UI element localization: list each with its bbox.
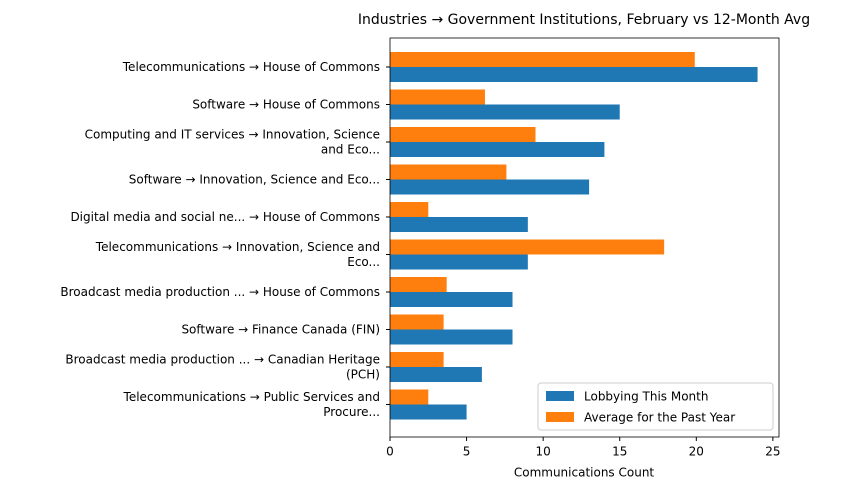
bar <box>390 202 429 217</box>
bar <box>390 217 528 232</box>
bar <box>390 314 444 330</box>
chart-title: Industries → Government Institutions, Fe… <box>358 12 810 28</box>
bar <box>390 52 695 67</box>
bar <box>390 164 507 180</box>
bar <box>390 67 758 82</box>
bar <box>390 352 444 367</box>
bar <box>390 292 513 307</box>
y-tick-label-line: Eco... <box>347 255 380 269</box>
plot-frame <box>389 37 780 438</box>
x-tick-label: 20 <box>689 445 704 459</box>
bar <box>390 367 482 382</box>
bar <box>390 179 590 195</box>
y-tick-label-line: Broadcast media production ... → House o… <box>60 285 380 299</box>
legend-label: Average for the Past Year <box>584 411 735 425</box>
bar <box>390 127 536 142</box>
y-tick-label-line: Telecommunications → House of Commons <box>122 60 380 74</box>
y-tick-label-line: Software → House of Commons <box>192 97 380 111</box>
y-tick-label: Software → Innovation, Science and Eco..… <box>129 172 380 186</box>
y-tick-label-line: (PCH) <box>346 367 380 381</box>
y-tick-label: Broadcast media production ... → Canadia… <box>65 352 380 381</box>
legend-swatch <box>546 391 574 401</box>
y-tick-label: Telecommunications → Innovation, Science… <box>95 240 380 269</box>
bar <box>390 104 620 120</box>
x-tick-label: 5 <box>463 445 471 459</box>
bar <box>390 389 429 405</box>
y-tick-label-line: Telecommunications → Innovation, Science… <box>95 240 380 254</box>
y-tick-label-line: Computing and IT services → Innovation, … <box>85 127 380 141</box>
legend-swatch <box>546 412 574 422</box>
y-tick-label: Broadcast media production ... → House o… <box>60 285 380 299</box>
bar <box>390 142 605 157</box>
x-axis-label: Communications Count <box>514 466 655 480</box>
y-tick-label-line: Procure... <box>323 405 380 419</box>
y-tick-label: Software → House of Commons <box>192 97 380 111</box>
bar <box>390 404 467 420</box>
y-tick-label-line: and Eco... <box>321 142 380 156</box>
y-tick-label: Digital media and social ne... → House o… <box>70 210 380 224</box>
legend-label: Lobbying This Month <box>584 390 708 404</box>
y-tick-label: Telecommunications → Public Services and… <box>123 390 380 419</box>
y-tick-label: Telecommunications → House of Commons <box>122 60 380 74</box>
legend-box <box>537 382 774 431</box>
y-tick-label-line: Telecommunications → Public Services and <box>123 390 380 404</box>
y-tick-label-line: Software → Innovation, Science and Eco..… <box>129 172 380 186</box>
y-tick-label: Software → Finance Canada (FIN) <box>181 322 380 336</box>
x-tick-label: 10 <box>536 445 551 459</box>
y-tick-label: Computing and IT services → Innovation, … <box>85 127 380 156</box>
bar <box>390 254 528 270</box>
bar <box>390 239 665 255</box>
x-tick-label: 0 <box>386 445 394 459</box>
bar <box>390 277 447 292</box>
y-tick-label-line: Broadcast media production ... → Canadia… <box>65 352 380 366</box>
bar <box>390 329 513 345</box>
x-tick-label: 25 <box>765 445 780 459</box>
bar <box>390 89 485 105</box>
y-tick-label-line: Software → Finance Canada (FIN) <box>181 322 380 336</box>
x-tick-label: 15 <box>612 445 627 459</box>
y-tick-label-line: Digital media and social ne... → House o… <box>70 210 380 224</box>
